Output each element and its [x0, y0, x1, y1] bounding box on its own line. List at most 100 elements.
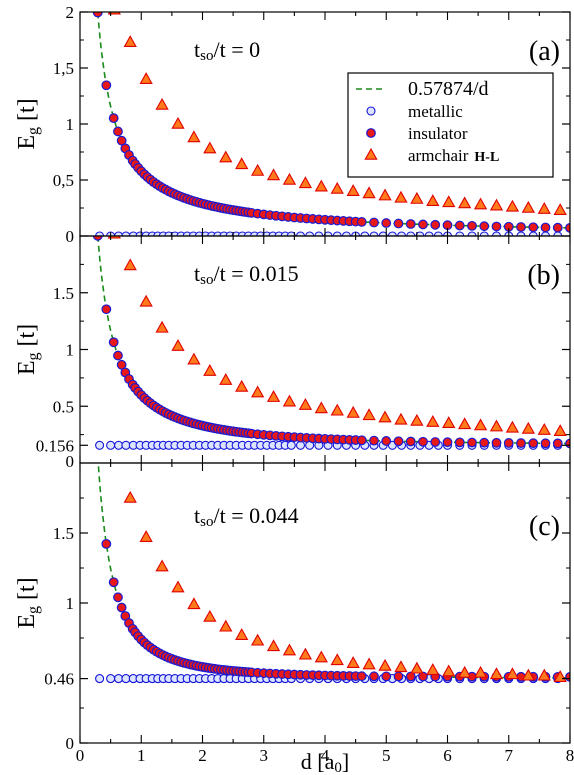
- metallic-point: [114, 231, 124, 236]
- armchair-point: [473, 418, 488, 431]
- legend-entry-label: 0.57874/d: [408, 78, 489, 100]
- insulator-point: [369, 671, 379, 682]
- metallic-point: [305, 231, 315, 236]
- metallic-point: [360, 231, 370, 236]
- metallic-point: [455, 231, 465, 236]
- insulator-point: [356, 671, 367, 682]
- armchair-point: [410, 413, 424, 426]
- metallic-point: [295, 440, 306, 450]
- armchair-point: [364, 147, 378, 160]
- insulator-point: [516, 438, 526, 448]
- insulator-point: [479, 221, 490, 232]
- armchair-point: [155, 320, 169, 333]
- armchair-point: [537, 668, 551, 681]
- armchair-point: [458, 417, 472, 430]
- armchair-point: [378, 658, 392, 671]
- y-axis-label: Eg [t]: [14, 98, 42, 149]
- armchair-point: [187, 597, 201, 610]
- insulator-point: [93, 423, 102, 432]
- fit-curve: [97, 463, 570, 679]
- metallic-point: [491, 231, 502, 236]
- armchair-point: [139, 294, 153, 307]
- y-tick-label: 2: [66, 3, 75, 22]
- armchair-point: [426, 415, 440, 427]
- insulator-point: [467, 437, 477, 448]
- x-axis-label-base: d [a: [301, 749, 335, 774]
- armchair-point: [282, 394, 297, 407]
- insulator-point: [418, 219, 428, 230]
- y-tick-label: 1.5: [53, 524, 74, 543]
- metallic-point: [378, 231, 388, 236]
- armchair-point: [346, 405, 360, 418]
- armchair-point: [442, 195, 456, 208]
- insulator-point: [381, 671, 392, 682]
- insulator-point: [405, 436, 416, 447]
- insulator-point: [393, 218, 404, 229]
- insulator-point: [540, 222, 551, 233]
- y-axis-label-base: E: [14, 360, 40, 375]
- insulator-point: [479, 437, 490, 448]
- panel-annotation-sub: so: [200, 272, 213, 288]
- armchair-point: [314, 650, 328, 663]
- insulator-point: [116, 602, 127, 613]
- armchair-point: [235, 379, 249, 392]
- armchair-point: [155, 97, 169, 110]
- metallic-point: [121, 674, 131, 684]
- metallic-point: [369, 231, 379, 236]
- metallic-point: [106, 440, 116, 450]
- metallic-point: [286, 440, 296, 450]
- insulator-point: [116, 359, 127, 370]
- armchair-point: [266, 168, 281, 181]
- panel-annotation: tso/t = 0: [194, 37, 260, 64]
- armchair-point: [537, 422, 551, 435]
- armchair-point: [362, 408, 376, 421]
- metallic-point: [323, 231, 333, 236]
- insulator-point: [393, 436, 404, 447]
- armchair-point: [442, 664, 456, 677]
- metallic-point: [406, 231, 416, 236]
- armchair-point: [219, 150, 233, 163]
- legend-entry-label: armchair H-L: [408, 146, 499, 165]
- panel-annotation-base: t: [194, 261, 200, 286]
- y-tick-label: 0.5: [53, 397, 74, 416]
- armchair-point: [394, 190, 408, 203]
- armchair-point: [426, 194, 440, 207]
- panel-plot-area: [93, 423, 570, 684]
- armchair-point: [250, 385, 265, 398]
- armchair-point: [123, 35, 137, 47]
- insulator-point: [467, 220, 477, 231]
- x-tick-label: 5: [382, 746, 391, 765]
- panel-annotation-sub: so: [200, 514, 213, 530]
- y-axis-label-sub: g: [25, 127, 42, 135]
- y-tick-label: 0: [66, 227, 75, 246]
- armchair-point: [155, 559, 169, 572]
- armchair-point: [553, 424, 567, 436]
- armchair-point: [362, 657, 376, 670]
- insulator-point: [442, 437, 453, 448]
- armchair-point: [171, 116, 185, 129]
- insulator-point: [565, 222, 570, 233]
- insulator-point: [516, 222, 526, 232]
- x-tick-label: 6: [443, 746, 452, 765]
- insulator-point: [366, 128, 376, 138]
- armchair-point: [282, 172, 297, 185]
- x-tick-label: 2: [198, 746, 207, 765]
- panel-label: (b): [527, 260, 560, 291]
- armchair-point: [553, 203, 567, 215]
- metallic-point: [121, 440, 131, 450]
- y-tick-label: 0,5: [53, 171, 74, 190]
- insulator-point: [381, 436, 392, 446]
- legend-entry-label-bold: H-L: [474, 150, 499, 165]
- armchair-point: [187, 130, 201, 143]
- x-axis-label: d [a0]: [301, 749, 349, 775]
- insulator-point: [405, 219, 416, 229]
- armchair-point: [378, 188, 392, 201]
- panel-annotation-sub: so: [200, 48, 213, 64]
- armchair-point: [394, 660, 408, 673]
- armchair-point: [378, 410, 392, 423]
- armchair-point: [505, 667, 520, 680]
- insulator-point: [552, 438, 563, 449]
- armchair-point: [521, 668, 535, 681]
- metallic-point: [516, 231, 526, 236]
- y-tick-label: 1: [66, 115, 75, 134]
